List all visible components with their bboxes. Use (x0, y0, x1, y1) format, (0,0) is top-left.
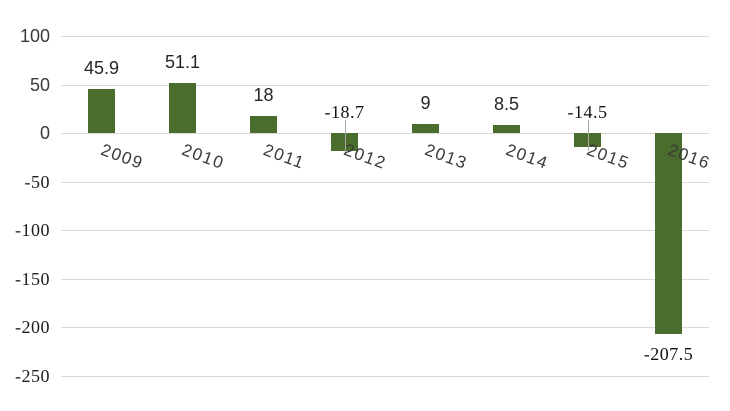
bar-2009 (88, 88, 115, 133)
x-category-label: 2014 (502, 140, 551, 173)
x-category-label: 2012 (340, 140, 389, 173)
gridline (61, 375, 709, 377)
bar-2010 (169, 83, 196, 133)
y-tick-label: -250 (15, 365, 50, 386)
x-category-label: 2013 (421, 140, 470, 173)
gridline (61, 133, 709, 134)
data-label: 51.1 (164, 52, 201, 73)
gridline (61, 327, 709, 328)
data-label: -14.5 (567, 102, 608, 122)
x-category-label: 2011 (260, 140, 307, 173)
y-tick-label: 0 (39, 123, 50, 143)
data-label-leader-line (344, 120, 346, 156)
bar-2013 (412, 124, 439, 133)
data-label-leader-line (587, 120, 589, 152)
gridline (61, 84, 709, 86)
gridline (61, 181, 709, 183)
data-label: -207.5 (643, 344, 694, 365)
bar-2016 (655, 133, 682, 335)
data-label: -18.7 (324, 102, 365, 122)
data-label: 45.9 (83, 57, 120, 78)
bar-2011 (250, 115, 277, 133)
y-tick-label: 50 (29, 74, 50, 95)
y-tick-label: -50 (24, 171, 50, 192)
x-category-label: 2010 (178, 140, 227, 173)
gridline (61, 230, 709, 231)
data-label: 8.5 (493, 93, 520, 114)
x-category-label: 2015 (583, 140, 632, 173)
gridline (61, 36, 709, 37)
y-tick-label: -150 (15, 268, 50, 289)
data-label: 18 (253, 84, 274, 105)
y-tick-label: -100 (15, 220, 50, 240)
gridline (61, 278, 709, 280)
y-tick-label: -200 (15, 317, 50, 337)
data-label: 9 (420, 93, 431, 114)
x-category-label: 2009 (97, 140, 146, 173)
y-tick-label: 100 (19, 26, 50, 46)
bar-2014 (493, 124, 520, 133)
